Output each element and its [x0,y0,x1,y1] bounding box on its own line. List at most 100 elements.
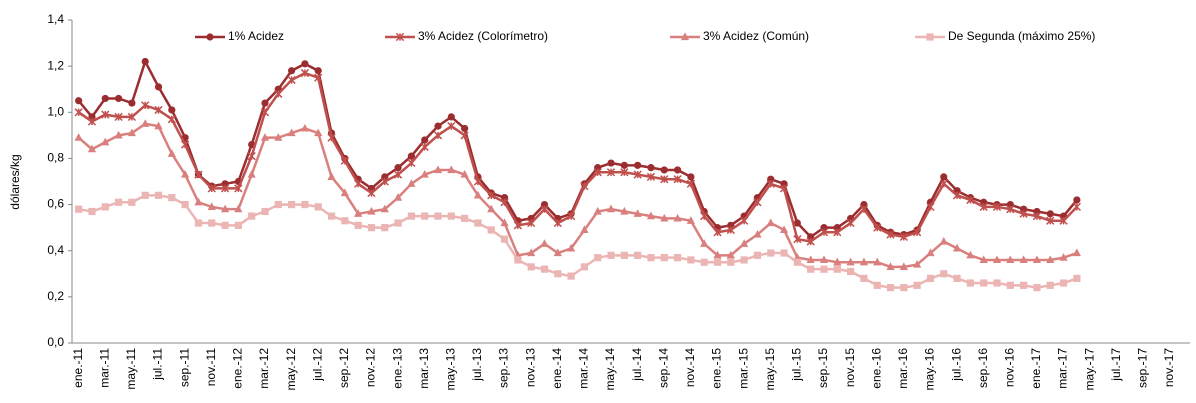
marker [394,164,402,172]
marker [633,170,642,179]
marker [660,175,669,184]
marker [274,200,282,209]
marker [646,211,656,220]
marker [500,235,509,243]
marker [726,250,735,259]
y-tick-label: 0,6 [47,197,64,211]
marker [141,101,150,110]
marker [846,257,855,266]
marker [261,207,269,216]
marker [206,33,214,41]
marker [393,193,403,201]
marker [473,177,483,186]
marker [726,225,735,235]
x-tick-label: sep.-13 [497,348,511,388]
marker [1059,279,1068,287]
marker [766,179,775,188]
marker [101,137,110,146]
marker [1046,255,1055,264]
marker [1006,281,1014,289]
marker [367,224,376,232]
marker [886,230,895,239]
marker [833,228,842,237]
marker [740,256,748,264]
marker [940,270,948,278]
marker [487,191,496,200]
marker [713,250,722,259]
marker [260,133,270,141]
marker [207,202,216,210]
marker [487,204,496,213]
marker [407,152,415,160]
marker [87,117,97,126]
x-tick-label: sep.-12 [337,348,351,388]
marker [447,121,456,131]
marker [447,113,455,121]
marker [647,164,655,172]
legend-label: De Segunda (máximo 25%) [948,29,1095,43]
marker [847,267,855,276]
marker [1059,216,1068,225]
marker [87,144,97,153]
marker [128,99,136,107]
marker [248,212,256,220]
x-tick-label: ene.-11 [71,348,85,388]
x-tick-label: ene.-12 [231,348,245,389]
marker [434,122,442,130]
marker [580,263,589,271]
marker [966,195,975,205]
series-line [78,194,1078,289]
marker [553,218,562,228]
marker [1059,253,1068,261]
marker [793,258,801,266]
marker [993,279,1001,287]
marker [593,206,602,215]
x-tick-label: ene.-15 [710,348,724,389]
marker [340,156,349,165]
marker [766,218,775,227]
marker [433,165,443,174]
marker [154,121,163,130]
marker [660,254,668,262]
x-tick-label: sep.-15 [816,348,830,388]
legend-label: 1% Acidez [228,29,284,43]
marker [127,128,136,137]
marker [527,248,536,257]
x-tick-label: may.-14 [603,348,617,391]
marker [421,212,429,220]
marker [327,172,336,180]
marker [1073,196,1081,204]
y-tick-label: 1,2 [47,58,64,72]
marker [913,228,922,237]
marker [740,216,749,225]
marker [341,217,349,225]
marker [939,179,948,188]
marker [780,249,788,257]
marker [314,128,323,137]
marker [634,251,642,259]
marker [287,75,296,85]
y-tick-label: 1,0 [47,104,64,118]
marker [500,218,509,227]
marker [394,219,402,227]
marker [899,262,908,270]
marker [1006,205,1015,214]
x-tick-label: ene.-17 [1029,348,1043,389]
marker [474,219,482,227]
marker [288,200,296,209]
marker [314,203,322,211]
legend-label: 3% Acidez (Común) [703,29,809,43]
marker [1072,202,1082,212]
marker [979,202,988,212]
x-tick-label: mar.-11 [97,348,111,388]
marker [114,94,123,103]
marker [633,209,642,217]
marker [767,249,775,257]
marker [460,169,469,178]
marker [354,221,362,229]
x-tick-label: ene.-13 [390,348,404,389]
marker [1020,281,1028,289]
marker [606,204,616,213]
x-tick-label: jul.-12 [310,348,324,382]
